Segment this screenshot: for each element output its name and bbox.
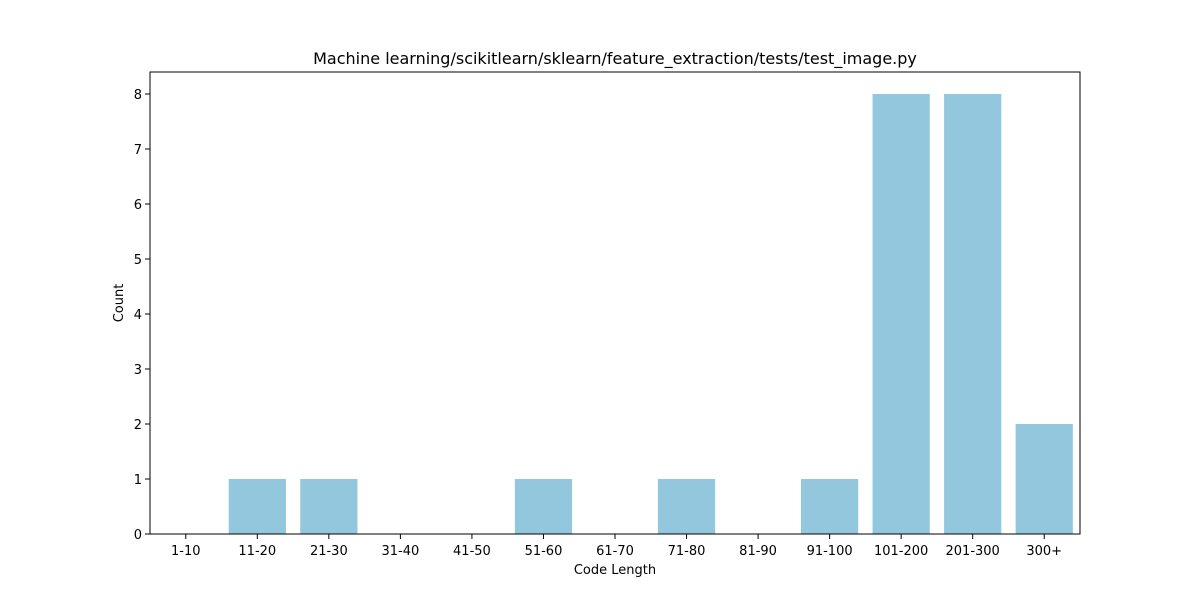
bar-11-20 [228,479,286,534]
x-tick-label: 201-300 [946,544,1000,559]
x-axis: 1-10 11-20 21-30 31-40 41-50 51-60 61-70 71-80 8… [171,534,1062,559]
y-tick-label: 6 [134,198,142,213]
x-tick-label: 71-80 [668,544,706,559]
y-axis: 0 1 2 3 4 5 6 7 8 [134,88,150,543]
y-tick-label: 3 [134,363,142,378]
bars-layer [228,94,1073,534]
y-tick-label: 4 [134,308,142,323]
x-tick-label: 11-20 [238,544,276,559]
y-tick-label: 8 [134,88,142,103]
x-tick-label: 1-10 [171,544,201,559]
y-tick-label: 2 [134,418,142,433]
bar-51-60 [514,479,573,534]
x-tick-label: 31-40 [381,544,419,559]
x-tick-label: 101-200 [874,544,928,559]
x-tick-label: 81-90 [739,544,777,559]
x-tick-label: 61-70 [596,544,634,559]
x-tick-label: 51-60 [525,544,563,559]
bar-91-100 [801,479,859,534]
bar-71-80 [657,479,716,534]
x-tick-label: 91-100 [807,544,853,559]
x-tick-label: 41-50 [453,544,491,559]
x-axis-label: Code Length [574,563,656,578]
bar-201-300 [944,94,1002,534]
plot-frame [149,71,1081,535]
bar-101-200 [872,94,930,534]
bar-300+ [1015,424,1073,534]
y-axis-label: Count [112,284,127,323]
y-tick-label: 7 [134,143,142,158]
y-tick-label: 1 [134,473,142,488]
chart-title: Machine learning/scikitlearn/sklearn/fea… [313,49,917,69]
x-tick-label: 300+ [1026,544,1062,559]
x-tick-label: 21-30 [310,544,348,559]
y-tick-label: 5 [134,253,142,268]
y-tick-label: 0 [134,528,142,543]
bar-21-30 [300,479,358,534]
